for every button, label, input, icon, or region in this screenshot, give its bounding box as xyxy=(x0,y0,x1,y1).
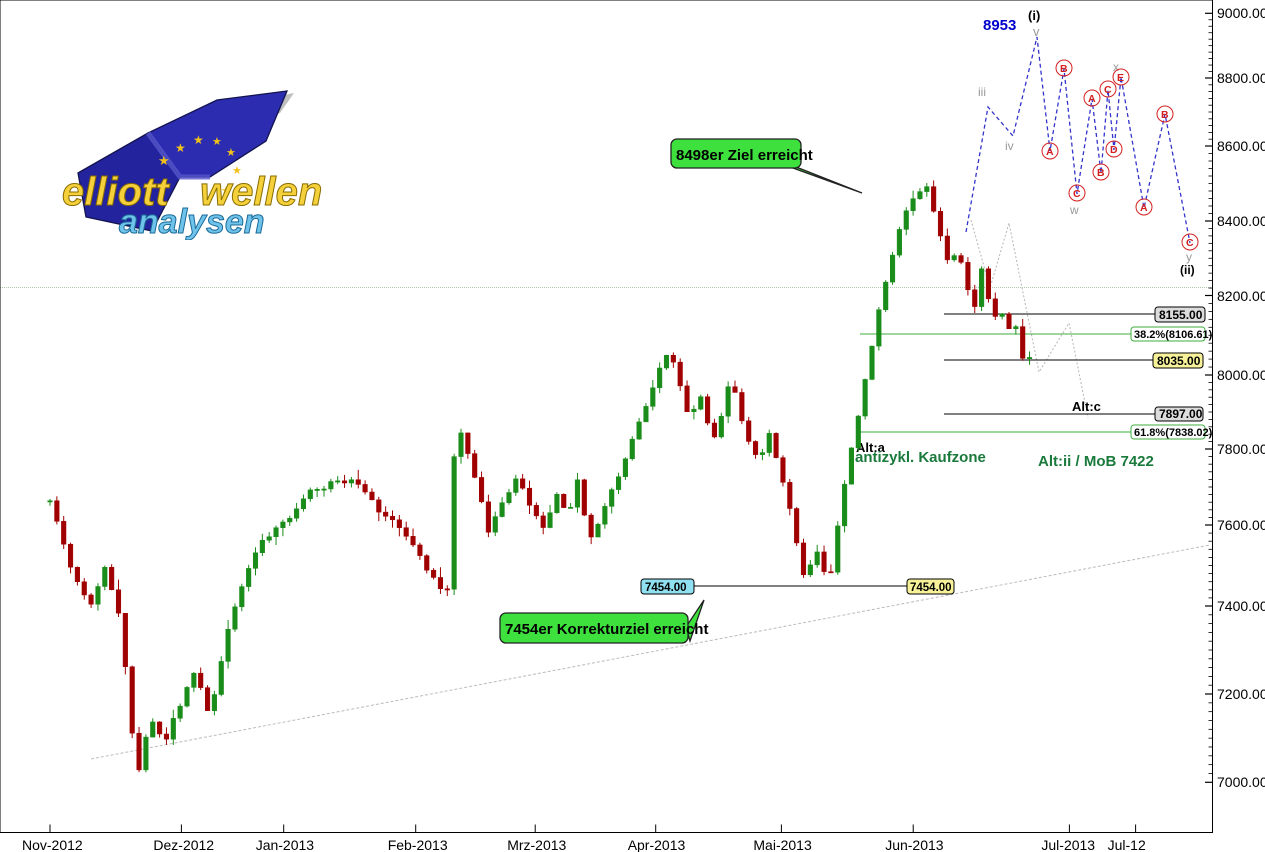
svg-text:8155.00: 8155.00 xyxy=(1159,308,1203,322)
svg-text:Alt:c: Alt:c xyxy=(1072,399,1101,414)
svg-text:8498er Ziel erreicht: 8498er Ziel erreicht xyxy=(676,147,813,164)
svg-text:A: A xyxy=(1140,202,1148,214)
svg-text:(i): (i) xyxy=(1028,8,1040,23)
svg-text:antizykl. Kaufzone: antizykl. Kaufzone xyxy=(855,449,986,466)
svg-text:8953: 8953 xyxy=(983,17,1016,34)
svg-text:8035.00: 8035.00 xyxy=(1157,354,1201,368)
svg-text:D: D xyxy=(1110,144,1118,156)
svg-text:B: B xyxy=(1060,63,1068,75)
svg-text:7454er Korrekturziel erreicht: 7454er Korrekturziel erreicht xyxy=(505,621,708,638)
svg-text:7454.00: 7454.00 xyxy=(910,582,952,594)
svg-text:E: E xyxy=(1117,72,1124,84)
svg-text:y: y xyxy=(1186,250,1192,264)
svg-text:v: v xyxy=(1033,24,1040,39)
svg-text:C: C xyxy=(1186,237,1194,249)
svg-text:iii: iii xyxy=(978,85,986,99)
svg-text:B: B xyxy=(1097,167,1105,179)
svg-text:A: A xyxy=(1046,146,1054,158)
svg-text:(ii): (ii) xyxy=(1180,263,1195,277)
svg-text:61.8%(7838.02): 61.8%(7838.02) xyxy=(1134,427,1213,439)
svg-text:iv: iv xyxy=(1005,139,1014,153)
svg-text:C: C xyxy=(1104,84,1112,96)
svg-text:38.2%(8106.61): 38.2%(8106.61) xyxy=(1134,329,1213,341)
svg-text:7897.00: 7897.00 xyxy=(1159,407,1203,421)
svg-text:C: C xyxy=(1073,188,1081,200)
svg-text:A: A xyxy=(1088,93,1096,105)
svg-text:B: B xyxy=(1161,109,1169,121)
svg-text:w: w xyxy=(1069,203,1079,217)
svg-text:7454.00: 7454.00 xyxy=(645,582,687,594)
svg-text:Alt:ii / MoB 7422: Alt:ii / MoB 7422 xyxy=(1038,453,1154,470)
